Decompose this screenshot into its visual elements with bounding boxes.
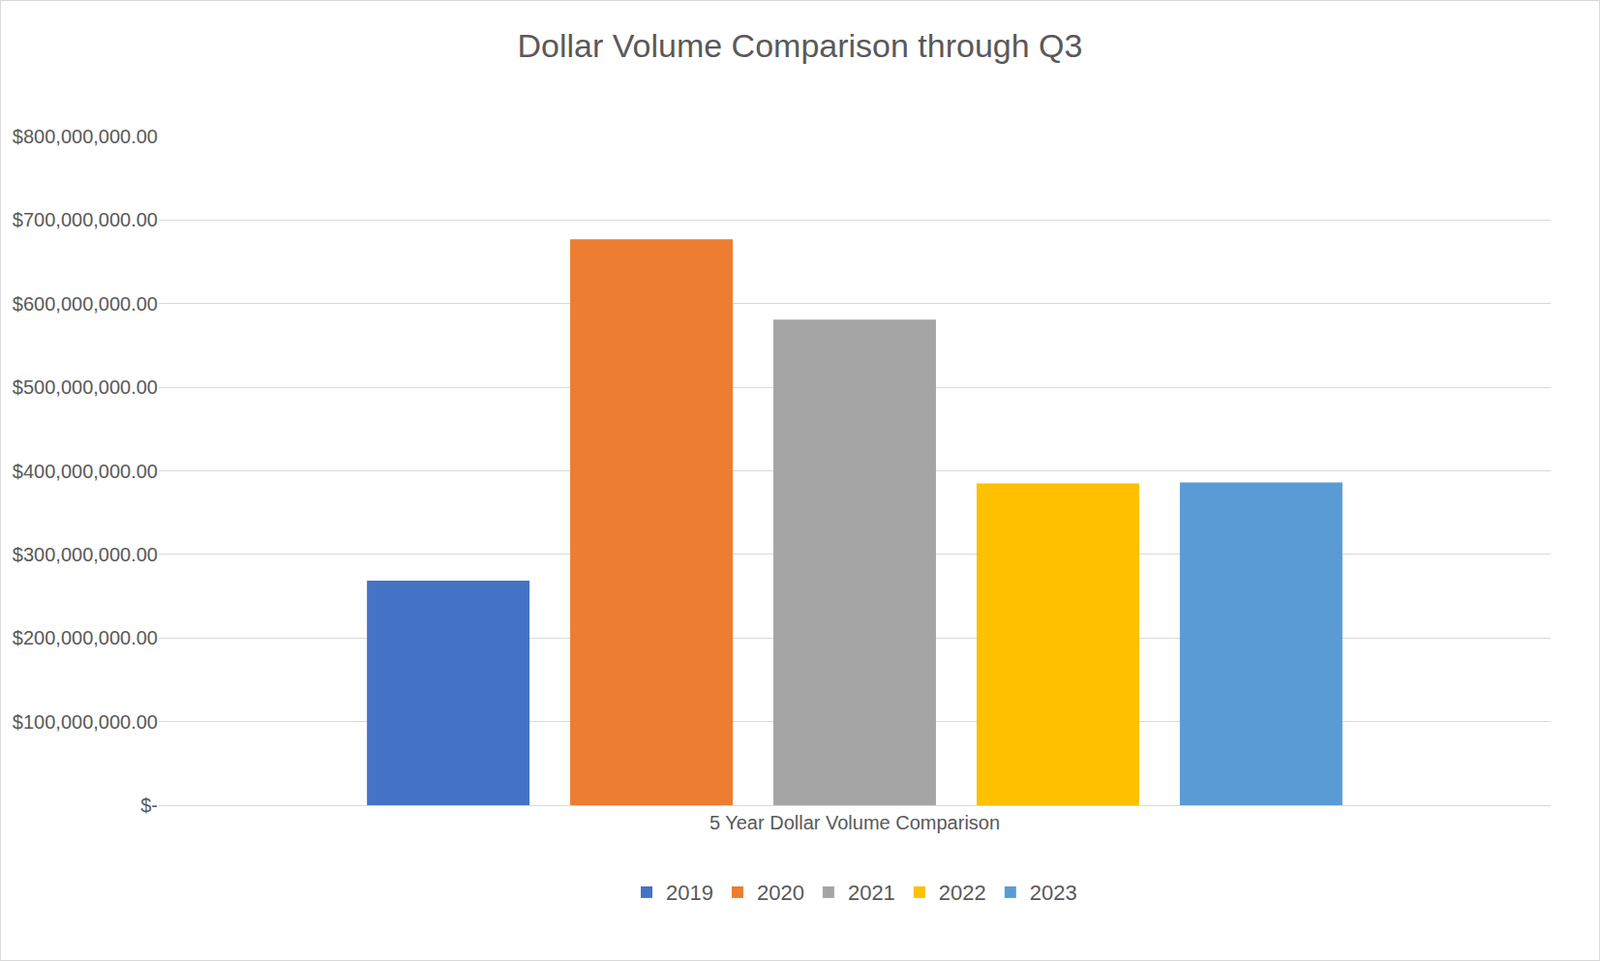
svg-text:2021: 2021 <box>847 880 896 906</box>
svg-text:2019: 2019 <box>665 880 714 906</box>
svg-text:$800,000,000.00: $800,000,000.00 <box>12 125 158 148</box>
svg-text:$600,000,000.00: $600,000,000.00 <box>12 293 158 315</box>
svg-text:2022: 2022 <box>938 880 987 906</box>
svg-text:$400,000,000.00: $400,000,000.00 <box>12 460 158 483</box>
svg-text:$500,000,000.00: $500,000,000.00 <box>12 376 158 398</box>
svg-text:5 Year Dollar Volume Compariso: 5 Year Dollar Volume Comparison <box>709 812 1000 834</box>
svg-text:Dollar Volume Comparison throu: Dollar Volume Comparison through Q3 <box>517 27 1084 64</box>
svg-text:$-: $- <box>140 794 158 816</box>
svg-text:$200,000,000.00: $200,000,000.00 <box>12 627 158 649</box>
svg-text:2023: 2023 <box>1029 880 1078 906</box>
svg-text:$700,000,000.00: $700,000,000.00 <box>12 209 158 231</box>
svg-text:2020: 2020 <box>756 880 805 906</box>
svg-text:$100,000,000.00: $100,000,000.00 <box>12 711 158 733</box>
svg-text:$300,000,000.00: $300,000,000.00 <box>12 543 158 566</box>
